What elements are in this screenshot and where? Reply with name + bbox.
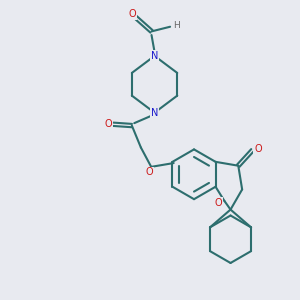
Text: N: N [151, 108, 158, 118]
Text: O: O [254, 144, 262, 154]
Text: O: O [129, 9, 136, 19]
Text: O: O [215, 198, 222, 208]
Text: O: O [146, 167, 154, 177]
Text: H: H [173, 21, 179, 30]
Text: O: O [105, 119, 112, 129]
Text: N: N [151, 51, 158, 61]
